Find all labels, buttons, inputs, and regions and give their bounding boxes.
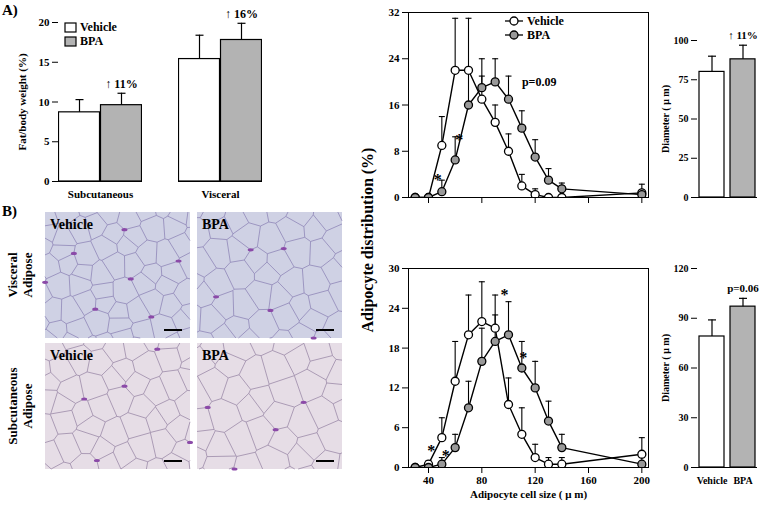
svg-text:Subcutaneous: Subcutaneous bbox=[68, 188, 134, 200]
svg-text:*: * bbox=[442, 447, 450, 464]
svg-text:8: 8 bbox=[394, 145, 400, 157]
svg-text:*: * bbox=[501, 286, 509, 303]
svg-text:Diameter ( μ m): Diameter ( μ m) bbox=[660, 334, 672, 402]
svg-text:200: 200 bbox=[634, 474, 651, 486]
svg-text:0: 0 bbox=[684, 192, 689, 203]
svg-text:30: 30 bbox=[389, 262, 401, 274]
svg-text:6: 6 bbox=[394, 421, 400, 433]
svg-text:Visceral: Visceral bbox=[201, 188, 239, 200]
svg-text:32: 32 bbox=[389, 6, 401, 18]
svg-text:20: 20 bbox=[39, 16, 51, 28]
svg-text:↑ 11%: ↑ 11% bbox=[105, 77, 137, 91]
svg-text:0: 0 bbox=[44, 175, 50, 187]
svg-text:VisceralAdipose: VisceralAdipose bbox=[5, 252, 35, 297]
html-text:BPA: BPA bbox=[80, 34, 104, 48]
svg-text:SubcutaneousAdipose: SubcutaneousAdipose bbox=[5, 367, 35, 444]
svg-text:*: * bbox=[455, 131, 463, 148]
svg-text:Vehicle: Vehicle bbox=[50, 348, 93, 363]
svg-text:p=0.06: p=0.06 bbox=[727, 282, 759, 294]
svg-text:50: 50 bbox=[679, 113, 689, 124]
svg-text:24: 24 bbox=[389, 52, 401, 64]
svg-text:24: 24 bbox=[389, 302, 401, 314]
svg-text:*: * bbox=[427, 442, 435, 459]
svg-text:80: 80 bbox=[476, 474, 488, 486]
svg-text:160: 160 bbox=[580, 474, 597, 486]
html-text:Vehicle: Vehicle bbox=[80, 20, 117, 34]
svg-text:16: 16 bbox=[389, 99, 401, 111]
html-text:BPA: BPA bbox=[527, 28, 551, 42]
svg-text:Vehicle: Vehicle bbox=[697, 475, 728, 486]
svg-text:BPA: BPA bbox=[202, 217, 230, 232]
svg-text:120: 120 bbox=[674, 263, 689, 274]
svg-text:B): B) bbox=[2, 203, 17, 220]
svg-text:Vehicle: Vehicle bbox=[50, 217, 93, 232]
svg-text:0: 0 bbox=[684, 462, 689, 473]
svg-text:100: 100 bbox=[674, 35, 689, 46]
svg-text:↑ 16%: ↑ 16% bbox=[225, 7, 258, 21]
svg-text:90: 90 bbox=[679, 312, 689, 323]
svg-text:*: * bbox=[519, 349, 527, 366]
svg-text:30: 30 bbox=[679, 412, 689, 423]
svg-text:Diameter ( μ m): Diameter ( μ m) bbox=[660, 85, 672, 153]
svg-text:12: 12 bbox=[389, 381, 401, 393]
html-text:Vehicle: Vehicle bbox=[527, 14, 564, 28]
svg-text:25: 25 bbox=[679, 152, 689, 163]
svg-text:10: 10 bbox=[39, 96, 51, 108]
svg-text:Adipocyte cell size ( μ m): Adipocyte cell size ( μ m) bbox=[470, 488, 587, 501]
svg-text:BPA: BPA bbox=[733, 475, 753, 486]
svg-text:40: 40 bbox=[423, 474, 435, 486]
html-text:A): A) bbox=[2, 2, 18, 18]
svg-text:5: 5 bbox=[44, 135, 50, 147]
svg-text:60: 60 bbox=[679, 362, 689, 373]
svg-text:15: 15 bbox=[39, 56, 51, 68]
svg-text:BPA: BPA bbox=[202, 348, 230, 363]
svg-text:*: * bbox=[434, 171, 442, 188]
svg-text:75: 75 bbox=[679, 74, 689, 85]
svg-text:0: 0 bbox=[394, 191, 400, 203]
svg-text:18: 18 bbox=[389, 342, 401, 354]
svg-text:120: 120 bbox=[527, 474, 544, 486]
html-text:Adipocyte distribution (%): Adipocyte distribution (%) bbox=[359, 147, 376, 333]
svg-text:Fat/body weight (%): Fat/body weight (%) bbox=[16, 53, 29, 151]
svg-text:0: 0 bbox=[394, 461, 400, 473]
svg-text:p=0.09: p=0.09 bbox=[522, 75, 557, 89]
svg-text:↑ 11%: ↑ 11% bbox=[728, 29, 758, 41]
